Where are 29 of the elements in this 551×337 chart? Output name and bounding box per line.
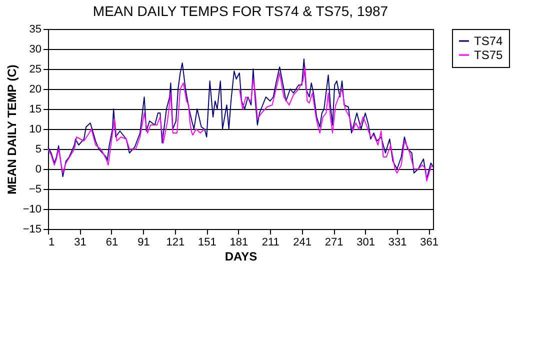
x-tick-label: 1 xyxy=(48,236,55,248)
y-tick-label: 35 xyxy=(29,24,42,36)
legend-label: TS75 xyxy=(474,48,504,62)
legend-label: TS74 xyxy=(474,34,504,48)
y-tick-label: 10 xyxy=(29,124,42,136)
y-tick-label: 20 xyxy=(29,84,42,96)
y-tick-label: −10 xyxy=(22,204,42,216)
y-tick-label: 25 xyxy=(29,64,42,76)
x-tick-label: 31 xyxy=(74,236,86,248)
x-tick-label: 181 xyxy=(230,236,248,248)
chart-title: MEAN DAILY TEMPS FOR TS74 & TS75, 1987 xyxy=(92,3,388,19)
y-tick-label: 0 xyxy=(35,164,42,176)
x-tick-label: 301 xyxy=(356,236,375,248)
y-axis-title: MEAN DAILY TEMP (C) xyxy=(4,64,19,194)
y-tick-label: 15 xyxy=(29,104,42,116)
y-tick-label: −15 xyxy=(22,224,42,236)
x-tick-label: 121 xyxy=(166,236,185,248)
x-tick-label: 361 xyxy=(420,236,438,248)
x-tick-label: 61 xyxy=(106,236,118,248)
y-tick-label: 30 xyxy=(29,44,42,56)
x-tick-label: 211 xyxy=(262,236,280,248)
y-tick-label: −5 xyxy=(28,184,42,196)
x-tick-label: 151 xyxy=(198,236,216,248)
x-tick-label: 271 xyxy=(324,236,344,248)
x-tick-label: 331 xyxy=(388,236,407,248)
x-tick-label: 241 xyxy=(293,236,312,248)
x-axis-title: DAYS xyxy=(224,250,258,264)
x-tick-label: 91 xyxy=(138,236,150,248)
y-tick-label: 5 xyxy=(35,144,42,156)
